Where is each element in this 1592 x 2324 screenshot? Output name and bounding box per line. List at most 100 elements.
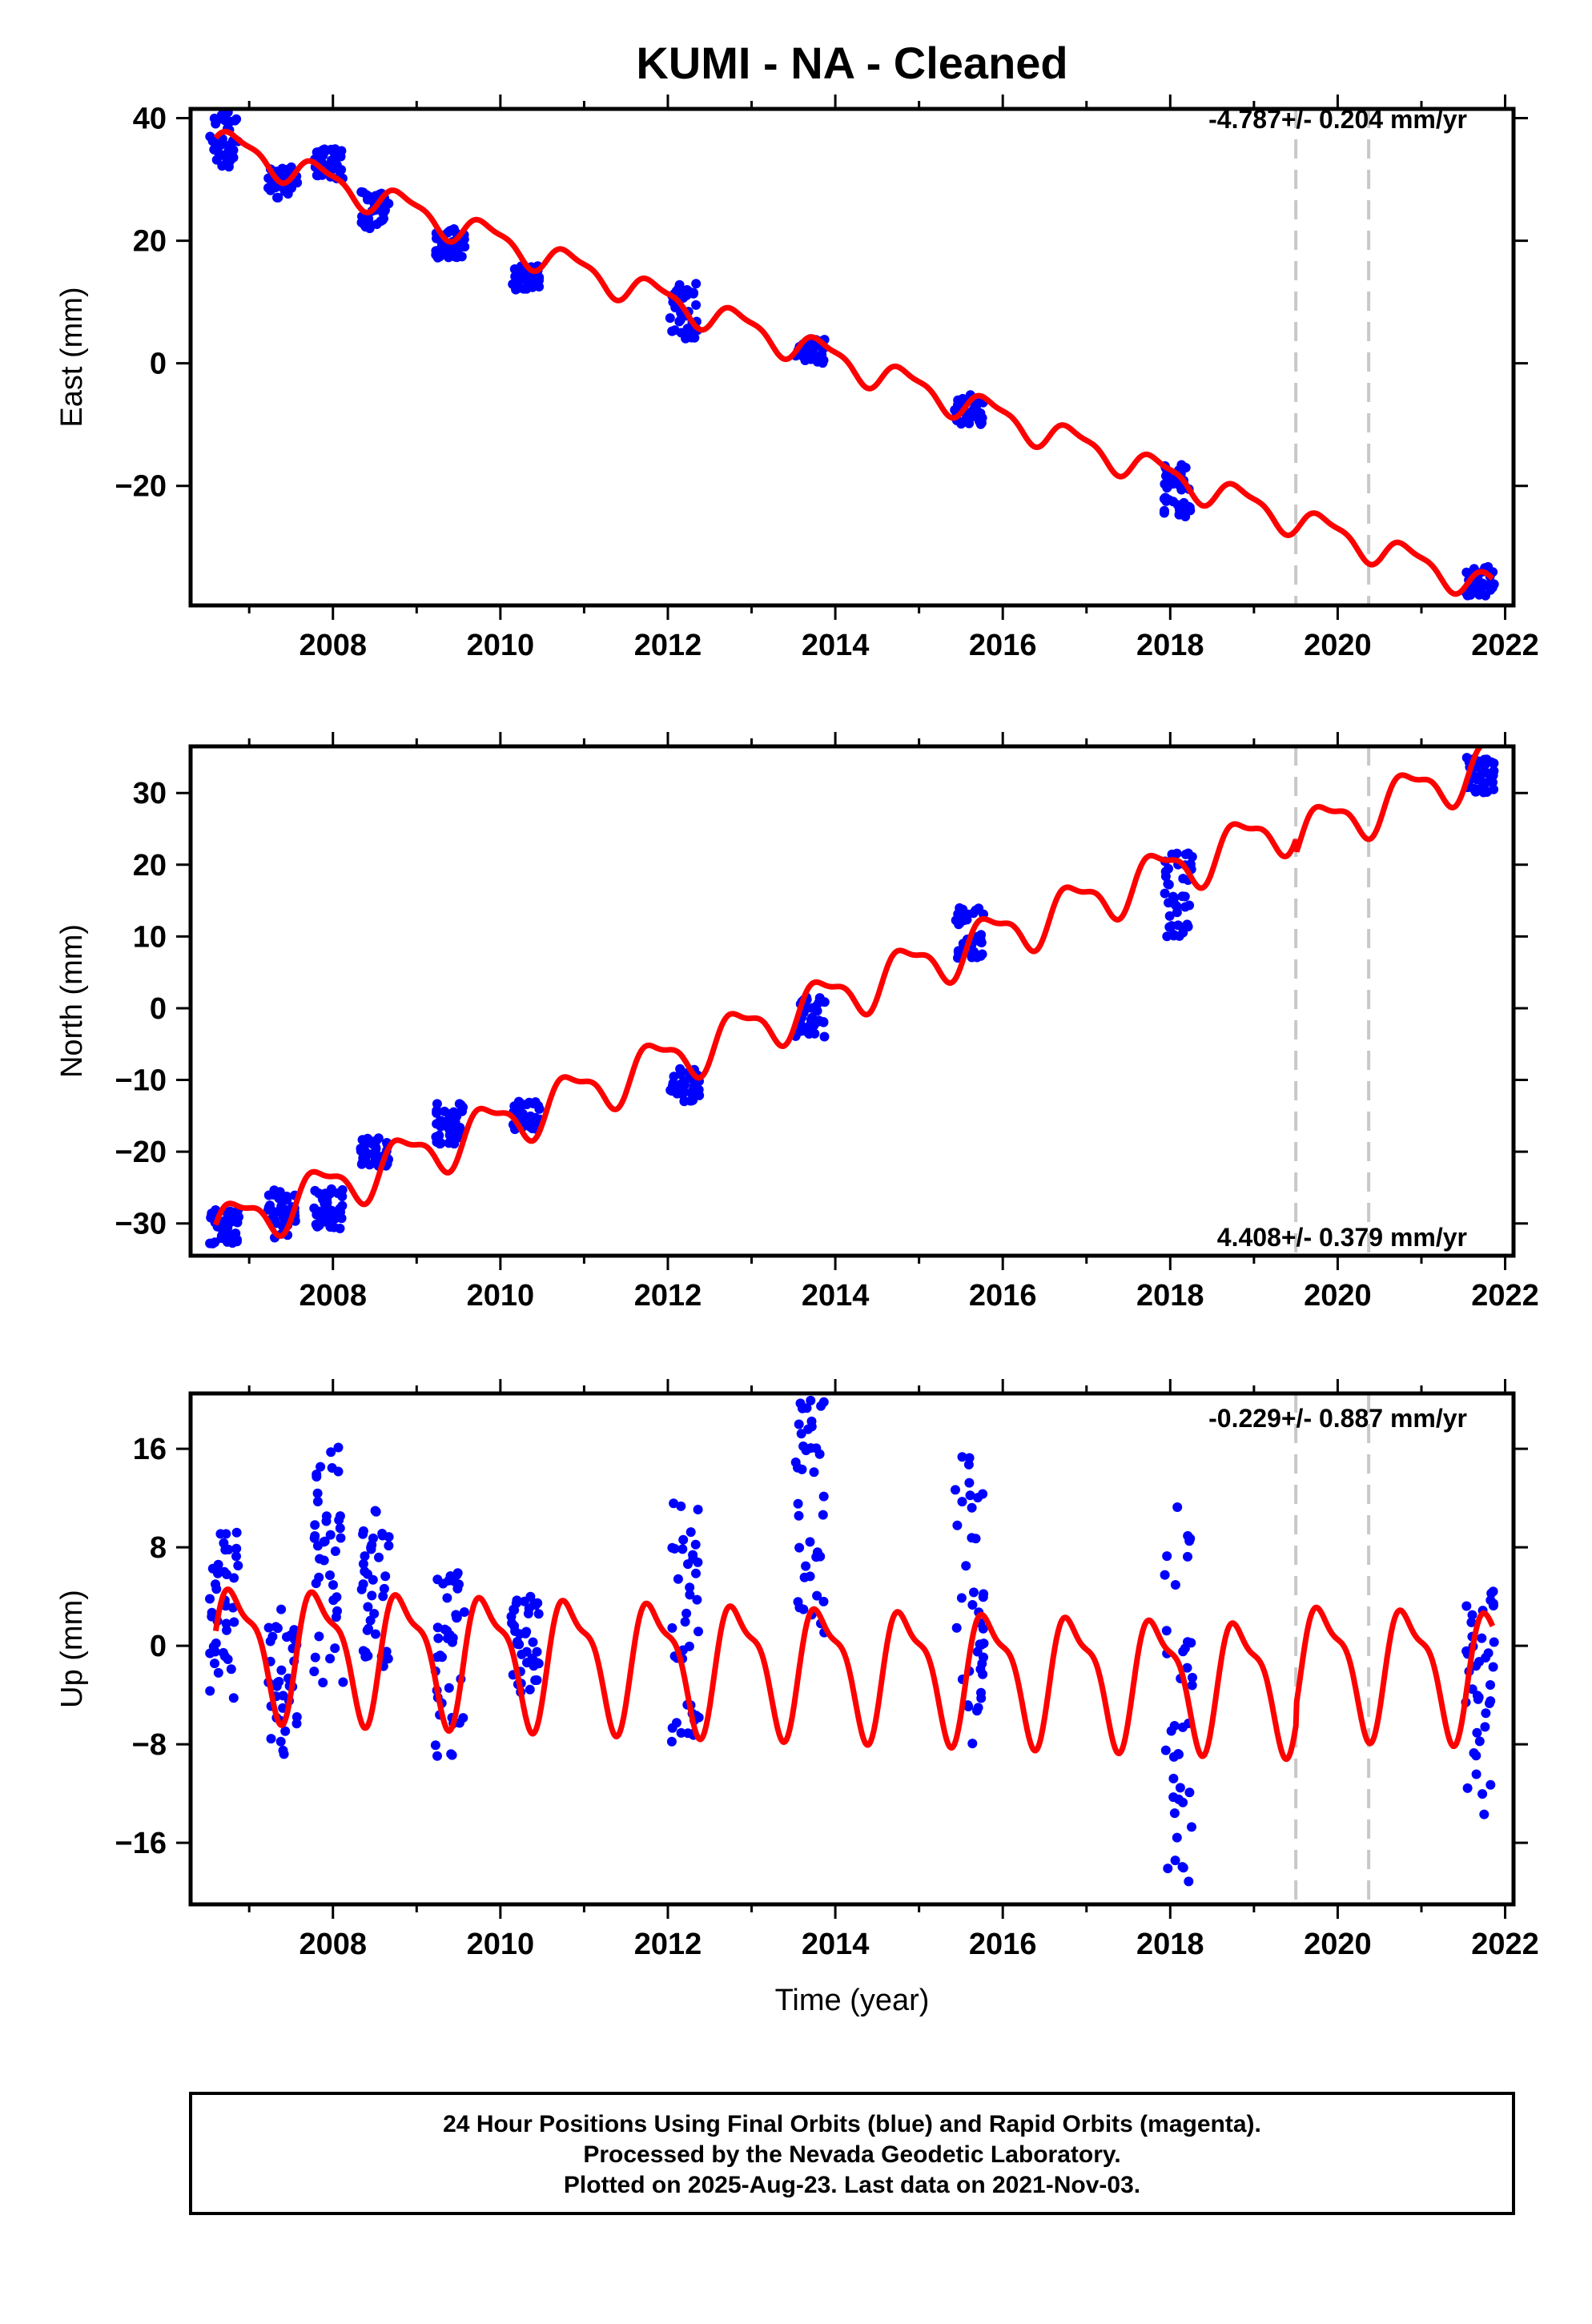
up-data-point (374, 1552, 384, 1562)
up-data-point (1178, 1863, 1188, 1873)
up-data-point (1485, 1779, 1496, 1790)
up-data-point (1172, 1502, 1183, 1512)
north-data-point (1164, 898, 1174, 908)
north-data-point (266, 1205, 276, 1216)
east-data-point (684, 287, 694, 297)
north-data-point (458, 1102, 468, 1112)
up-data-point (231, 1551, 241, 1562)
up-data-point (1182, 1663, 1192, 1673)
north-data-point (675, 1069, 685, 1080)
east-data-point (1472, 581, 1482, 591)
up-data-point (444, 1575, 454, 1586)
up-data-point (685, 1582, 695, 1593)
up-data-point (286, 1630, 295, 1640)
up-data-point (952, 1520, 963, 1530)
up-data-point (452, 1583, 463, 1594)
up-data-point (806, 1421, 817, 1432)
up-data-point (796, 1429, 806, 1439)
up-data-point (1472, 1691, 1482, 1701)
up-data-point (1466, 1617, 1477, 1627)
north-y-tick-label: −10 (115, 1064, 167, 1098)
up-data-point (1479, 1809, 1489, 1819)
up-data-point (690, 1539, 701, 1550)
up-x-tick-label: 2020 (1304, 1928, 1372, 1961)
up-x-tick-label: 2022 (1471, 1928, 1539, 1961)
north-rate-label: 4.408+/- 0.379 mm/yr (1217, 1223, 1467, 1252)
north-data-point (1488, 770, 1498, 781)
east-data-point (273, 192, 283, 203)
north-data-point (207, 1238, 218, 1248)
up-data-point (693, 1626, 703, 1637)
north-data-point (373, 1133, 384, 1144)
up-data-point (333, 1466, 344, 1477)
up-data-point (795, 1398, 806, 1409)
up-data-point (667, 1723, 677, 1733)
east-data-point (445, 225, 456, 235)
north-data-point (449, 1139, 460, 1149)
east-data-point (674, 316, 685, 327)
up-data-point (378, 1591, 388, 1602)
up-data-point (223, 1545, 234, 1554)
up-data-point (1474, 1736, 1485, 1747)
north-data-point (795, 1026, 806, 1036)
up-data-point (1488, 1601, 1498, 1610)
up-data-point (276, 1604, 287, 1614)
up-data-point (972, 1706, 982, 1716)
up-x-tick-label: 2014 (802, 1928, 870, 1961)
up-data-point (1461, 1601, 1472, 1611)
north-data-point (282, 1192, 292, 1201)
up-data-point (310, 1652, 320, 1663)
up-data-point (331, 1612, 341, 1622)
up-data-point (1178, 1647, 1188, 1657)
up-data-point (325, 1570, 335, 1580)
north-data-point (518, 1100, 528, 1110)
up-data-point (315, 1554, 325, 1564)
up-data-point (314, 1572, 324, 1582)
up-data-point (961, 1561, 971, 1571)
up-data-point (383, 1654, 393, 1664)
up-data-point (794, 1602, 805, 1613)
up-data-point (316, 1462, 326, 1472)
up-data-point (683, 1559, 693, 1570)
up-data-point (1483, 1648, 1494, 1659)
north-data-point (1180, 902, 1190, 912)
up-data-point (1187, 1822, 1196, 1832)
north-data-point (668, 1078, 678, 1088)
up-data-point (801, 1561, 811, 1571)
north-data-point (1164, 863, 1173, 874)
east-data-point (534, 272, 544, 283)
footer-line-3: Plotted on 2025-Aug-23. Last data on 202… (564, 2172, 1140, 2198)
up-data-point (978, 1623, 988, 1634)
up-data-point (978, 1489, 988, 1499)
up-data-point (219, 1566, 230, 1577)
north-data-point (1461, 753, 1472, 763)
up-y-tick-label: 16 (133, 1433, 167, 1466)
up-data-point (678, 1534, 689, 1545)
north-data-point (534, 1104, 545, 1114)
north-y-axis-label: North (mm) (55, 924, 89, 1078)
east-data-point (691, 279, 702, 289)
east-x-tick-label: 2008 (299, 629, 367, 662)
up-data-point (384, 1541, 394, 1551)
north-data-point (370, 1154, 380, 1164)
up-data-point (280, 1726, 291, 1736)
up-data-point (1174, 1794, 1184, 1804)
up-data-point (1488, 1662, 1498, 1672)
up-data-point (448, 1633, 458, 1643)
up-data-point (680, 1617, 690, 1627)
north-data-point (1180, 891, 1190, 902)
up-data-point (677, 1544, 688, 1554)
up-data-point (360, 1566, 370, 1577)
up-data-point (1471, 1769, 1481, 1779)
north-data-point (517, 1108, 528, 1119)
up-data-point (370, 1506, 380, 1516)
up-model-line (212, 1586, 1496, 1763)
east-data-point (372, 219, 382, 229)
up-x-tick-label: 2010 (467, 1928, 535, 1961)
up-data-point (1160, 1745, 1171, 1755)
north-data-point (1187, 851, 1197, 862)
footer-box (189, 2092, 1515, 2215)
east-x-tick-label: 2016 (969, 629, 1037, 662)
up-data-point (977, 1659, 987, 1669)
up-panel: 2008 2010 2012 2014 2016 2018 2020 2022 −16 −8 0 8 1… (55, 1379, 1539, 1961)
